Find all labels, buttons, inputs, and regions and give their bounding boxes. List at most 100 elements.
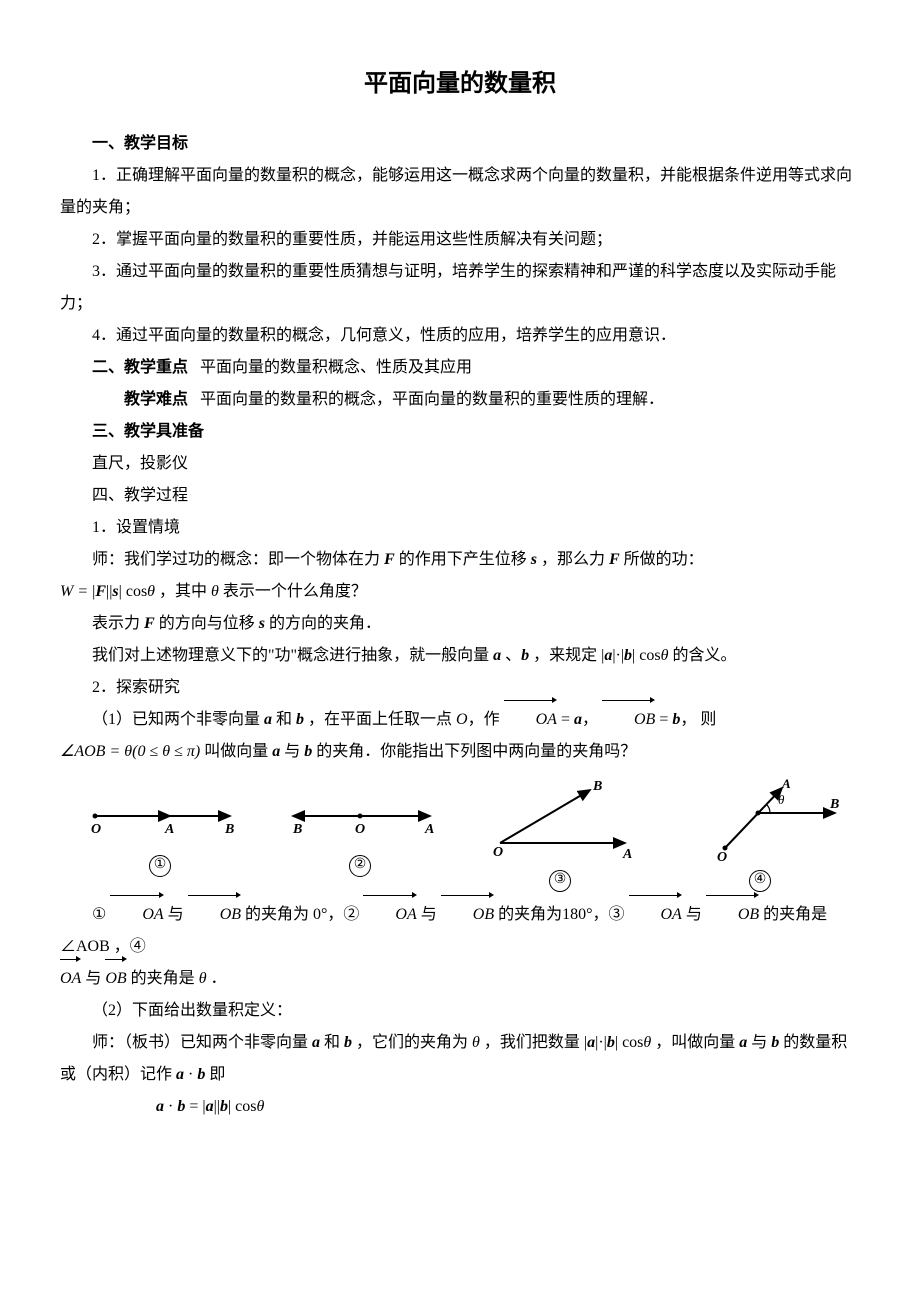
diagram-3: O A B ③ [460,778,660,895]
s4-question: 师：我们学过功的概念：即一个物体在力 F 的作用下产生位移 s ，那么力 F 所… [60,544,860,576]
s1-head: 一、教学目标 [60,128,860,160]
da-theta: θ [199,970,207,987]
f1-lhs: W = [60,583,92,600]
f1-tail: ，其中 [155,583,211,600]
ans-pre: 表示力 [92,615,144,632]
da-0: 的夹角为 0°，② [241,906,363,923]
d2-num: ② [349,855,371,877]
s4-sub1: 1．设置情境 [60,512,860,544]
da-period: ． [207,970,227,987]
diagram-1: O A B ① [60,778,260,880]
diagram-answers-1: ① OA 与 OB 的夹角为 0°，② OA 与 OB 的夹角为180°，③ O… [60,899,860,963]
ang-tail: 的夹角．你能指出下列图中两向量的夹角吗？ [312,743,636,760]
i1-and: 和 [272,711,296,728]
i1-mid: ，在平面上任取一点 [304,711,456,728]
i1-b: b [296,711,304,728]
s4-sub2: 2．探索研究 [60,672,860,704]
vec-OA-a2: OA [363,899,416,931]
vob-a1: OB [220,906,241,923]
d2-O: O [355,822,365,837]
i1-O: O [456,711,468,728]
abs-sep: 、 [501,647,521,664]
def-b2: b [607,1034,615,1051]
s1-p1: 1．正确理解平面向量的数量积的概念，能够运用这一概念求两个向量的数量积，并能根据… [60,160,860,224]
d3-num: ③ [549,870,571,892]
diagram-2: B O A ② [260,778,460,880]
fe-cos: cos [231,1098,256,1115]
ang-lhs: ∠AOB = θ [60,743,132,760]
def-th: θ [472,1034,480,1051]
da-and2: 与 [417,906,441,923]
angle-def: ∠AOB = θ(0 ≤ θ ≤ π) 叫做向量 a 与 b 的夹角．你能指出下… [60,736,860,768]
fe-b2: b [220,1098,228,1115]
vec-OB-1-txt: OB [634,711,655,728]
d4-B: B [829,797,839,812]
vec-OB-a4: OB [105,963,126,995]
def-and2: 与 [747,1034,771,1051]
ang-range: (0 ≤ θ ≤ π) [132,743,200,760]
fe-th: θ [257,1098,265,1115]
i1-a2: a [574,711,582,728]
q-prefix: 师：我们学过功的概念：即一个物体在力 [92,551,384,568]
s4-head: 四、教学过程 [60,480,860,512]
sym-F1: F [384,551,395,568]
abs-pre: 我们对上述物理意义下的"功"概念进行抽象，就一般向量 [92,647,493,664]
abs-b2: b [624,647,632,664]
da-1: ① [92,906,110,923]
voa-a4: OA [60,970,81,987]
da-and1: 与 [164,906,188,923]
vob-a4: OB [105,970,126,987]
i1-make: ，作 [468,711,504,728]
s2-diff: 平面向量的数量积的概念，平面向量的数量积的重要性质的理解． [200,391,664,408]
ang-mid: 叫做向量 [200,743,272,760]
def-pre: 师：（板书）已知两个非零向量 [92,1034,312,1051]
s3-p: 直尺，投影仪 [60,448,860,480]
f1-F: F [95,583,106,600]
def-ie: 即 [205,1066,225,1083]
abstract-line: 我们对上述物理意义下的"功"概念进行抽象，就一般向量 a 、b ，来规定 |a|… [60,640,860,672]
voa-a3: OA [661,906,682,923]
voa-a1: OA [142,906,163,923]
vec-OA-1-txt: OA [536,711,557,728]
def-m1: ，它们的夹角为 [352,1034,472,1051]
abs-cos: cos [635,647,660,664]
def-m2: ，我们把数量 [480,1034,584,1051]
definition: 师：（板书）已知两个非零向量 a 和 b ，它们的夹角为 θ ，我们把数量 |a… [60,1027,860,1091]
f1-theta: θ [147,583,155,600]
s3-head: 三、教学具准备 [60,416,860,448]
fe-dot: · [164,1098,177,1115]
d4-O: O [717,850,727,863]
abs-a: a [493,647,501,664]
vob-a2: OB [473,906,494,923]
fe-a2: a [206,1098,214,1115]
f1-theta2: θ [211,583,219,600]
def-a4: a [176,1066,184,1083]
formula-W: W = |F||s| cosθ ，其中 θ 表示一个什么角度？ [60,576,860,608]
q-mid2: ，那么力 [537,551,609,568]
ang-and: 与 [280,743,304,760]
s1-p4: 4．通过平面向量的数量积的概念，几何意义，性质的应用，培养学生的应用意识． [60,320,860,352]
ans-tail: 的方向的夹角． [265,615,381,632]
d3-A: A [622,847,632,862]
d4-A: A [781,778,791,791]
abs-tail: 的含义。 [668,647,736,664]
i1-a: a [264,711,272,728]
vob-a3: OB [738,906,759,923]
abs-a2: a [604,647,612,664]
da-180: 的夹角为180°，③ [494,906,628,923]
item2: （2）下面给出数量积定义： [60,995,860,1027]
da-and3: 与 [682,906,706,923]
ans-mid: 的方向与位移 [155,615,259,632]
ans-F: F [144,615,155,632]
q-mid1: 的作用下产生位移 [395,551,531,568]
abs-b: b [521,647,529,664]
def-cos: cos [618,1034,643,1051]
f1-q: 表示一个什么角度？ [219,583,367,600]
vec-OA-a1: OA [110,899,163,931]
d4-num: ④ [749,870,771,892]
d1-B: B [224,822,234,837]
da-and4: 与 [81,970,105,987]
da-last: 的夹角是 [127,970,199,987]
def-a: a [312,1034,320,1051]
d1-O: O [91,822,101,837]
